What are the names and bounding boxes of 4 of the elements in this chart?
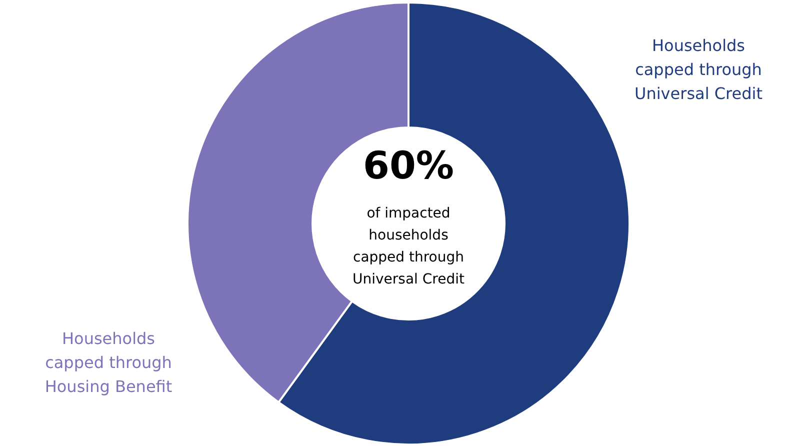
slice-label: Households capped through Universal Credit: [634, 36, 762, 103]
text: 60%: [363, 144, 454, 188]
slice-label: Households capped through Housing Benefit: [44, 329, 172, 396]
text: of impacted households capped through Universal Credit: [352, 206, 465, 288]
